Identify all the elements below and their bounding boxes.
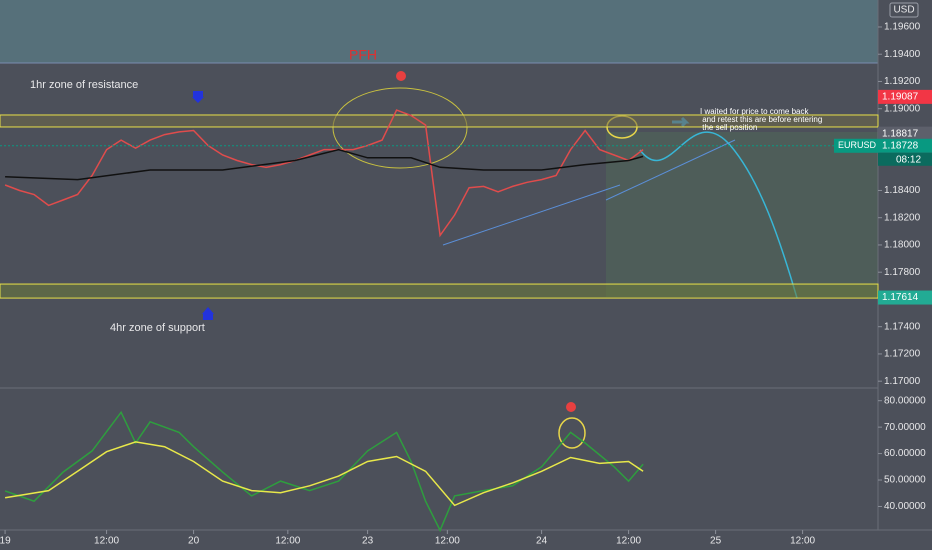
- series-line: [4, 410, 644, 533]
- up-arrow: [202, 307, 214, 320]
- y-tick-label: 50.00000: [884, 475, 926, 486]
- x-tick-label: 19: [0, 536, 11, 547]
- y-tick-label: 1.17800: [884, 267, 921, 278]
- y-tick-label: 1.17400: [884, 321, 921, 332]
- price-label-text: 1.19087: [882, 92, 919, 103]
- price-label-text: 1.17614: [882, 292, 919, 303]
- y-tick-label: 1.17000: [884, 376, 921, 387]
- price-label: [878, 126, 932, 141]
- signal-dot: [396, 71, 406, 81]
- trend-line: [442, 139, 736, 246]
- y-tick-label: 1.19000: [884, 103, 921, 114]
- y-tick-label: 1.19400: [884, 49, 921, 60]
- x-tick-label: 12:00: [94, 536, 119, 547]
- x-tick-label: 12:00: [790, 536, 815, 547]
- x-tick-label: 12:00: [435, 536, 460, 547]
- y-tick-label: 70.00000: [884, 422, 926, 433]
- series-line: [4, 441, 644, 507]
- forecast-path: [639, 131, 798, 299]
- y-tick-label: 1.18400: [884, 185, 921, 196]
- annotation: PFH: [349, 47, 377, 63]
- x-tick-label: 24: [536, 536, 548, 547]
- y-tick-label: 1.17200: [884, 349, 921, 360]
- series-line: [5, 148, 644, 181]
- price-label: [878, 89, 932, 104]
- price-label: [878, 290, 932, 305]
- y-tick-label: 40.00000: [884, 501, 926, 512]
- highlight-ellipse: [332, 87, 468, 169]
- price-label-text: 1.18817: [882, 128, 919, 139]
- upper-zone: [0, 0, 878, 63]
- y-tick-label: 80.00000: [884, 395, 926, 406]
- zone: [0, 283, 879, 299]
- down-arrow: [192, 91, 204, 103]
- countdown-box: [878, 152, 932, 166]
- currency: USD: [893, 5, 914, 16]
- y-tick-label: 1.18000: [884, 240, 921, 251]
- x-tick-label: 25: [710, 536, 722, 547]
- last-price: 1.18728: [882, 140, 919, 151]
- annotation: 4hr zone of support: [110, 322, 205, 334]
- y-tick-label: 1.19200: [884, 76, 921, 87]
- highlight-ellipse: [558, 417, 586, 449]
- annotation: 1hr zone of resistance: [30, 79, 138, 91]
- x-tick-label: 23: [362, 536, 374, 547]
- note-line: and retest this are before entering: [700, 115, 822, 124]
- y-tick-label: 1.19600: [884, 22, 921, 33]
- currency-box: [889, 2, 919, 18]
- signal-dot: [566, 402, 576, 412]
- zone: [0, 114, 879, 128]
- symbol: EURUSD: [838, 140, 877, 150]
- note-line: I waited for price to come back: [700, 107, 809, 116]
- countdown: 08:12: [896, 154, 921, 165]
- series-line: [4, 109, 644, 238]
- x-tick-label: 12:00: [616, 536, 641, 547]
- last-price-box: [834, 138, 932, 153]
- x-tick-label: 20: [188, 536, 200, 547]
- y-tick-label: 1.18200: [884, 212, 921, 223]
- y-tick-label: 60.00000: [884, 448, 926, 459]
- x-tick-label: 12:00: [275, 536, 300, 547]
- note-line: the sell position: [700, 123, 757, 132]
